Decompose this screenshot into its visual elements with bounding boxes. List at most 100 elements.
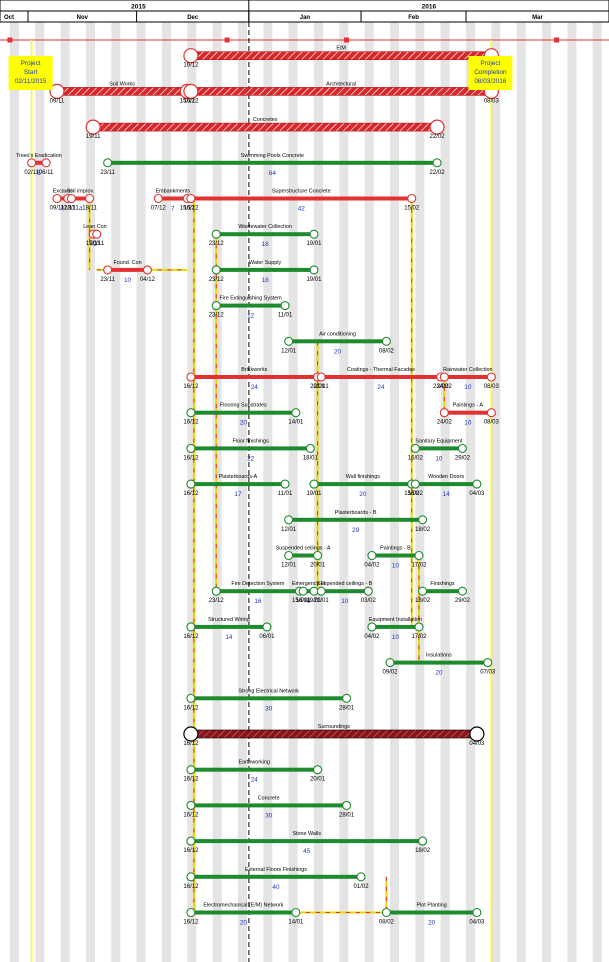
duration-label: 10 — [435, 455, 443, 462]
start-node — [186, 443, 196, 453]
task-bar — [190, 446, 311, 451]
start-date: 23/12 — [209, 241, 225, 247]
start-date: 21/01 — [314, 598, 330, 604]
start-date: 09/11 — [50, 206, 65, 212]
milestone-line-1: Completion — [474, 69, 507, 76]
activity-name: Architectural — [326, 81, 356, 87]
end-date: 18/02 — [415, 527, 431, 533]
start-node — [186, 800, 196, 810]
activity-name: Insulations — [426, 653, 452, 659]
activity-name: Soil Works — [109, 81, 135, 87]
duration-label: 24 — [251, 777, 259, 784]
duration-label: 20 — [359, 491, 367, 498]
activity-name: Concretes — [253, 117, 278, 123]
end-date: 19/01 — [306, 241, 322, 247]
start-date: 16/12 — [183, 884, 199, 890]
month-label: Nov — [77, 15, 89, 21]
end-date: 22/02 — [430, 134, 446, 140]
end-node — [469, 726, 485, 742]
activity-name: Fire Extinguishing System — [219, 296, 282, 302]
duration-label: 22 — [247, 455, 255, 462]
activity-name: Rainwater Collection — [443, 367, 492, 373]
end-date: 17/02 — [411, 563, 427, 569]
start-date: 16/12 — [183, 420, 199, 426]
end-date: 14/01 — [288, 420, 304, 426]
end-date: 15/12 — [180, 98, 196, 104]
end-node — [363, 586, 373, 596]
start-node — [186, 193, 196, 204]
end-node — [309, 229, 319, 239]
start-date: 16/12 — [183, 63, 199, 69]
activity-name: Superstructure Concrete — [272, 189, 331, 195]
activity-electromechanical-e-m-network: Electromechanical (E/M) Network 16/12 14/0… — [183, 903, 304, 927]
duration-label: 30 — [265, 705, 273, 712]
activity-fire-extinguishing-system: Fire Extinguishing System 23/12 11/01 12 — [209, 296, 293, 320]
activity-wall-finishings: Wall finishings 19/01 15/02 20 — [306, 474, 419, 498]
activity-name: Floor finishings — [232, 438, 269, 444]
end-date: 15/12 — [180, 206, 196, 212]
end-date: 20/01 — [310, 563, 326, 569]
activity-plasterboards-a: Plasterboards-A 16/12 11/01 17 — [183, 474, 293, 498]
activity-name: Suspended ceilings - B — [317, 581, 373, 587]
weekend-stripe — [60, 22, 70, 962]
start-date: 04/02 — [364, 634, 380, 640]
activity-name: Wooden Doors — [428, 474, 464, 480]
activity-name: Emergency Fl — [292, 581, 325, 587]
activity-earthworking: Earthworking 16/12 20/01 24 — [183, 760, 325, 784]
activity-coatings-thermal-facades: Coatings - Thermal Facades 21/01 23/02 24 — [314, 367, 449, 391]
end-node — [457, 586, 467, 596]
start-date: 12/01 — [281, 527, 297, 533]
end-node — [342, 693, 352, 703]
duration-label: 5 — [37, 170, 41, 177]
end-date: 17/02 — [411, 634, 427, 640]
activity-name: Structured Wiring — [208, 617, 250, 623]
start-date: 23/11 — [100, 277, 115, 283]
end-date: 19/01 — [306, 598, 322, 604]
start-node — [103, 158, 113, 168]
activity-name: Finishings — [430, 581, 455, 587]
start-node — [410, 443, 420, 453]
task-bar — [190, 482, 286, 487]
milestone-line-1: Start — [24, 69, 38, 76]
start-date: 16/12 — [183, 848, 199, 854]
duration-label: 30 — [265, 812, 273, 819]
start-node — [367, 550, 377, 561]
activity-trees-s-eradication: Trees's Eradication 02/11 06/115 — [16, 153, 62, 177]
activity-name: Plasterboards-A — [219, 474, 258, 480]
end-date: 06/01 — [259, 634, 275, 640]
activity-name: Found. Con — [113, 260, 141, 266]
end-date: 11/01 — [278, 491, 293, 497]
activity-name: Flooring Substrates — [220, 403, 267, 409]
end-node — [41, 158, 51, 168]
activity-name: Paintings - A — [453, 403, 484, 409]
end-node — [309, 265, 319, 275]
duration-label: 18 — [262, 241, 270, 248]
end-date: 04/03 — [469, 741, 485, 747]
end-date: 06/11 — [39, 170, 54, 176]
activity-finishings: Finishings 18/02 29/02 — [415, 581, 470, 604]
start-node — [367, 622, 377, 632]
duration-label: 20 — [334, 348, 342, 355]
weekend-stripe — [542, 22, 552, 962]
start-date: 12/01 — [281, 348, 297, 354]
activity-name: Electromechanical (E/M) Network — [203, 903, 283, 909]
start-date: 09/11 — [50, 98, 65, 104]
task-bar — [371, 624, 419, 629]
milestone-line-2: 08/03/2016 — [474, 78, 506, 85]
reference-lines — [30, 22, 493, 962]
start-node — [186, 693, 196, 703]
task-bar — [71, 196, 90, 201]
activity-soil-works: Soil Works 09/11 15/12 — [49, 81, 196, 104]
task-bar — [190, 839, 423, 844]
task-bar — [288, 553, 318, 558]
task-bar — [190, 410, 296, 415]
start-date: 23/11 — [100, 170, 115, 176]
activity-stone-walls: Stone Walls 16/12 18/02 45 — [183, 831, 430, 855]
activity-soil-improv: Soil improv.13/11 18/114 — [64, 189, 97, 213]
activity-brickworks: Brickworks 16/12 20/01 24 — [183, 367, 325, 391]
duration-label: 6 — [307, 598, 311, 605]
activity-structured-wiring: Structured Wiring 16/12 06/01 14 — [183, 617, 275, 641]
activity-suspended-ceilings-a: Suspended ceilings - A 12/01 20/01 — [276, 546, 331, 569]
